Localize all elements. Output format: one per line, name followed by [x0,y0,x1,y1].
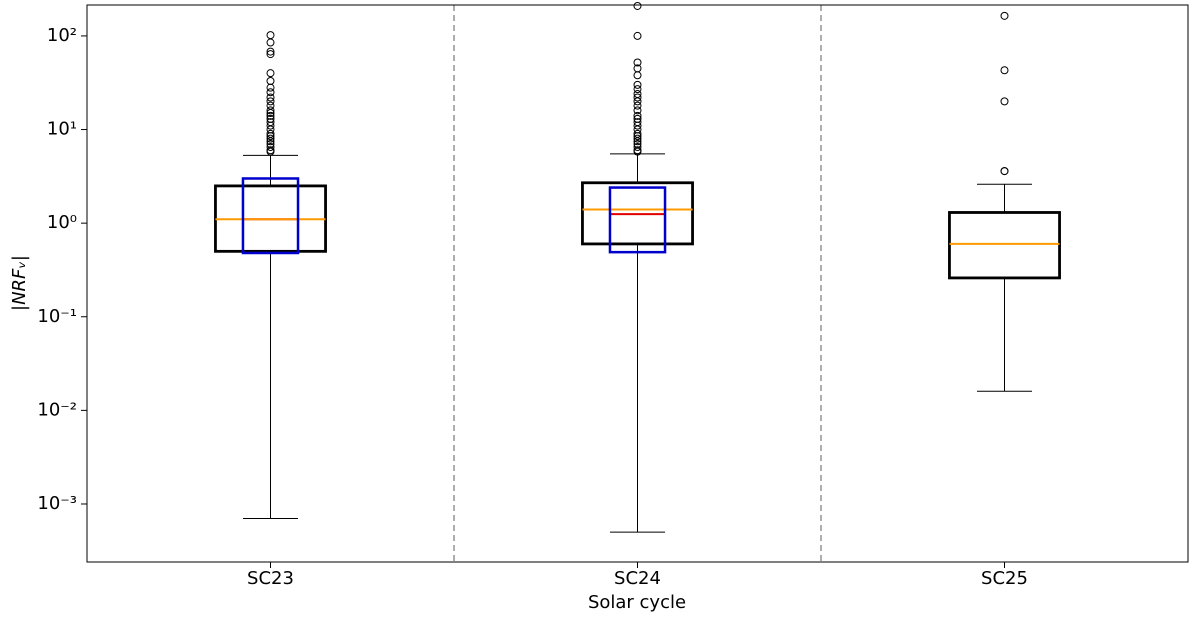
flier [266,69,275,78]
flier [633,121,642,130]
flier [266,106,275,115]
flier [266,109,275,118]
box [948,211,1061,280]
overlay-box [241,177,300,255]
flier [266,31,275,40]
flier [266,88,275,97]
x-tick-label: SC23 [247,568,294,589]
x-axis-label: Solar cycle [588,592,686,613]
y-axis-label: |NRFᵥ| [9,255,30,311]
flier [266,134,275,143]
flier [633,58,642,67]
flier [633,85,642,94]
flier [1000,11,1009,20]
flier [633,1,642,10]
flier [633,93,642,102]
flier [633,80,642,89]
x-tick-label: SC24 [614,568,661,589]
flier [633,143,642,152]
flier [266,121,275,130]
flier [266,143,275,152]
y-tick-label: 10² [47,25,77,46]
flier [266,50,275,59]
x-tick-label: SC25 [981,568,1028,589]
box [581,181,694,246]
flier [1000,167,1009,176]
flier [633,71,642,80]
flier [633,97,642,106]
flier [266,97,275,106]
flier [633,106,642,115]
y-tick-label: 10⁰ [47,212,77,233]
flier [266,83,275,92]
y-tick-label: 10⁻³ [37,493,77,514]
flier [633,137,642,146]
y-tick-label: 10⁻² [37,399,77,420]
flier [633,132,642,141]
flier [266,77,275,86]
flier [266,147,275,156]
flier [266,132,275,141]
flier [1000,66,1009,75]
flier [633,101,642,110]
overlay-box [608,186,667,254]
flier [633,140,642,149]
y-tick-label: 10⁻¹ [37,306,77,327]
flier [266,137,275,146]
y-tick-label: 10¹ [47,119,77,140]
flier [266,47,275,56]
flier [633,147,642,156]
flier [633,111,642,120]
flier [266,140,275,149]
flier [266,111,275,120]
flier [1000,97,1009,106]
plot-frame [86,4,1189,563]
flier [266,93,275,102]
flier [633,134,642,143]
flier [633,31,642,40]
flier [266,38,275,47]
